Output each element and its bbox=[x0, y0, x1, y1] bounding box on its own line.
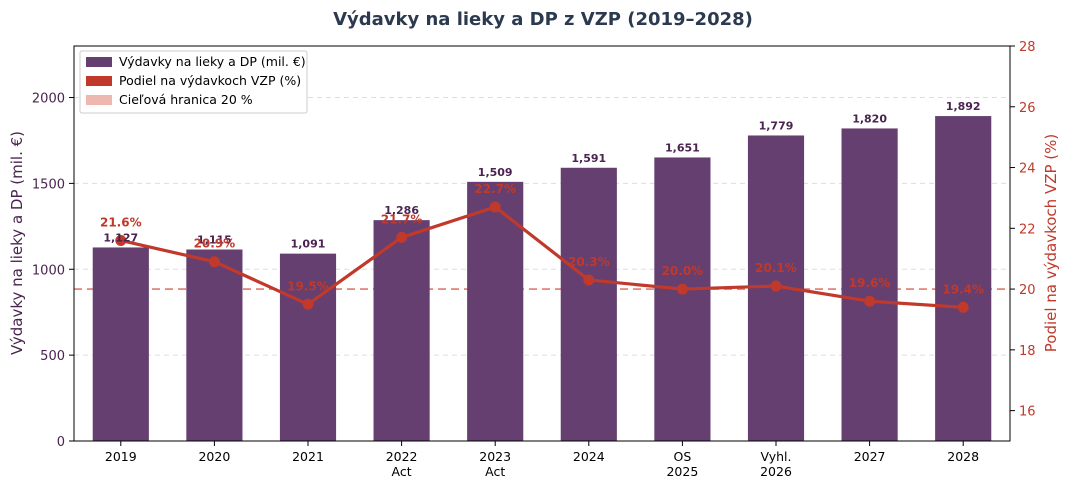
bar bbox=[373, 220, 430, 441]
line-value-label: 22.7% bbox=[474, 182, 516, 196]
y2-tick-label: 24 bbox=[1019, 162, 1036, 177]
x-tick-label: 2024 bbox=[573, 449, 605, 464]
legend-swatch-reference bbox=[86, 95, 112, 105]
line-point bbox=[957, 301, 969, 313]
y-axis-label: Výdavky na lieky a DP (mil. €) bbox=[8, 131, 26, 355]
line-point bbox=[770, 280, 782, 292]
line-point bbox=[302, 298, 314, 310]
legend-box bbox=[79, 50, 308, 114]
x-tick-label: 2022 Act bbox=[386, 449, 418, 479]
bar bbox=[279, 253, 337, 441]
y2-tick-label: 22 bbox=[1019, 222, 1036, 237]
x-tick-label: 2027 bbox=[854, 449, 886, 464]
line-point bbox=[115, 234, 127, 246]
y2-tick-label: 26 bbox=[1019, 101, 1036, 116]
line-value-label: 19.6% bbox=[849, 276, 891, 290]
y-tick-label: 500 bbox=[40, 349, 65, 364]
x-tick-label: 2020 bbox=[198, 449, 230, 464]
x-tick-label: Vyhl. 2026 bbox=[760, 449, 792, 479]
line-series bbox=[115, 201, 969, 313]
line-point bbox=[489, 201, 501, 213]
y-tick-label: 1000 bbox=[32, 263, 65, 278]
line-value-label: 20.1% bbox=[755, 261, 797, 275]
y-tick-label: 0 bbox=[57, 435, 65, 450]
x-tick-label: OS 2025 bbox=[666, 449, 698, 479]
legend-label-line: Podiel na výdavkoch VZP (%) bbox=[119, 73, 301, 88]
right-axis: 16 18 20 22 24 26 28 bbox=[1010, 40, 1036, 420]
line-value-label: 20.3% bbox=[568, 255, 610, 269]
bar-value-label: 1,127 bbox=[103, 231, 138, 244]
bar-value-label: 1,115 bbox=[197, 234, 232, 247]
y2-tick-label: 16 bbox=[1019, 405, 1036, 420]
line-point bbox=[583, 274, 595, 286]
bar bbox=[560, 167, 617, 441]
y2-tick-label: 28 bbox=[1019, 40, 1036, 55]
bar-value-label: 1,820 bbox=[852, 112, 887, 125]
line-value-label: 19.5% bbox=[287, 279, 329, 293]
line-point bbox=[864, 295, 876, 307]
y2-axis-label: Podiel na výdavkoch VZP (%) bbox=[1042, 134, 1060, 353]
legend-swatch-bars bbox=[86, 57, 112, 67]
bar-value-label: 1,286 bbox=[384, 204, 419, 217]
bar bbox=[841, 128, 898, 441]
line-value-label: 20.0% bbox=[662, 264, 704, 278]
bar-value-label: 1,509 bbox=[478, 166, 513, 179]
bar bbox=[186, 249, 243, 441]
x-tick-label: 2021 bbox=[292, 449, 324, 464]
legend-label-reference: Cieľová hranica 20 % bbox=[119, 92, 253, 107]
x-axis: 2019 2020 2021 2022 Act 2023 Act 2024 OS 2025 Vyhl… bbox=[105, 441, 979, 479]
bar-value-label: 1,091 bbox=[291, 238, 326, 251]
x-tick-label: 2019 bbox=[105, 449, 137, 464]
line-point bbox=[208, 256, 220, 268]
bar-series bbox=[92, 116, 992, 442]
line-value-label: 19.4% bbox=[942, 282, 984, 296]
line-value-label: 21.7% bbox=[381, 212, 423, 226]
bar-value-label: 1,651 bbox=[665, 141, 700, 154]
y-tick-label: 2000 bbox=[32, 92, 65, 107]
bar bbox=[654, 157, 711, 442]
bar bbox=[935, 116, 992, 441]
legend: Výdavky na lieky a DP (mil. €) Podiel na… bbox=[79, 50, 308, 114]
x-tick-label: 2028 bbox=[947, 449, 979, 464]
bar-value-label: 1,779 bbox=[759, 119, 794, 132]
y2-tick-label: 20 bbox=[1019, 283, 1036, 298]
bar-value-label: 1,591 bbox=[571, 152, 606, 165]
legend-swatch-line bbox=[86, 76, 112, 86]
y-tick-label: 1500 bbox=[32, 177, 65, 192]
x-tick-label: 2023 Act bbox=[479, 449, 511, 479]
bar bbox=[92, 247, 149, 441]
bar-value-label: 1,892 bbox=[946, 100, 981, 113]
chart-title: Výdavky na lieky a DP z VZP (2019–2028) bbox=[333, 9, 753, 30]
line-value-label: 21.6% bbox=[100, 215, 142, 229]
line-point bbox=[676, 283, 688, 295]
left-axis: 0 500 1000 1500 2000 bbox=[32, 92, 74, 450]
data-labels: 1,127 1,115 1,091 1,286 1,509 1,591 1,651 1,779… bbox=[100, 100, 984, 296]
plot-frame bbox=[73, 45, 1011, 442]
y2-tick-label: 18 bbox=[1019, 344, 1036, 359]
bar bbox=[467, 181, 524, 442]
legend-label-bars: Výdavky na lieky a DP (mil. €) bbox=[119, 54, 306, 69]
line-point bbox=[396, 231, 408, 243]
line-path bbox=[120, 205, 964, 309]
line-value-label: 20.9% bbox=[194, 237, 236, 251]
